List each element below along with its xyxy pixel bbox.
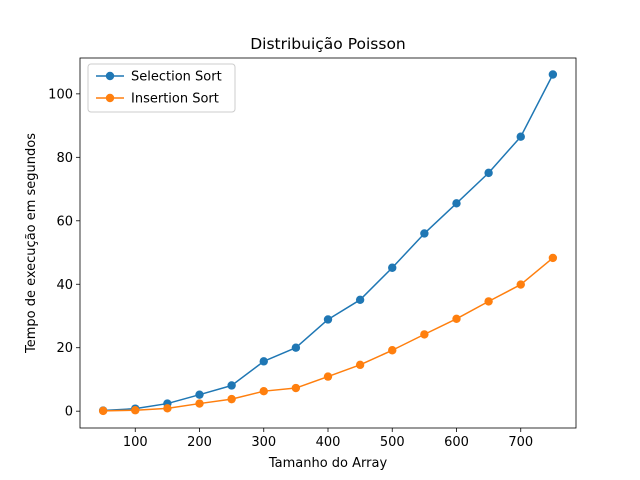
data-point (98, 406, 108, 416)
data-point (259, 357, 268, 366)
data-point (484, 168, 493, 178)
data-point (195, 390, 204, 399)
data-point (259, 386, 268, 396)
data-point (484, 297, 493, 306)
data-point (452, 199, 461, 208)
y-tick-label: 100 (48, 87, 73, 102)
x-tick-label: 200 (187, 435, 212, 450)
data-point (131, 406, 140, 415)
data-point (227, 381, 236, 390)
y-tick-label: 80 (56, 151, 73, 166)
data-point (420, 229, 429, 238)
data-point (163, 404, 172, 413)
data-point (195, 399, 204, 408)
legend: Selection Sort Insertion Sort (87, 63, 236, 113)
x-tick-label: 600 (444, 435, 469, 450)
data-point (291, 383, 301, 393)
y-tick-label: 20 (56, 341, 73, 356)
x-axis-label: Tamanho do Array (268, 456, 388, 471)
data-point (227, 394, 236, 404)
y-tick-label: 0 (65, 405, 73, 420)
data-point (291, 343, 301, 352)
data-point (548, 253, 558, 263)
legend-marker (105, 93, 115, 103)
x-tick-label: 100 (123, 435, 148, 450)
data-point (355, 295, 365, 305)
data-point (516, 132, 525, 141)
legend-marker (105, 71, 115, 81)
data-point (388, 346, 397, 355)
legend-label: Selection Sort (131, 70, 222, 85)
y-tick-label: 40 (56, 278, 73, 293)
series-layer (98, 70, 558, 416)
chart-title: Distribuição Poisson (250, 35, 406, 53)
data-point (516, 280, 525, 289)
y-axis-label: Tempo de execução em segundos (24, 133, 39, 354)
data-point (420, 330, 429, 339)
data-point (452, 314, 461, 324)
x-tick-label: 700 (508, 435, 533, 450)
x-tick-label: 300 (251, 435, 276, 450)
legend-label: Insertion Sort (131, 92, 219, 107)
y-tick-label: 60 (56, 214, 73, 229)
data-point (355, 360, 365, 370)
x-axis-ticks: 100 200 300 400 500 600 700 (123, 428, 533, 450)
x-tick-label: 400 (316, 435, 341, 450)
data-point (323, 315, 333, 324)
x-tick-label: 500 (380, 435, 405, 450)
data-point (323, 372, 333, 381)
legend-box (87, 63, 236, 113)
plot-frame (79, 57, 577, 429)
y-axis-ticks: 0 20 40 60 80 100 (48, 87, 80, 420)
data-point (548, 70, 558, 79)
data-point (388, 263, 397, 272)
